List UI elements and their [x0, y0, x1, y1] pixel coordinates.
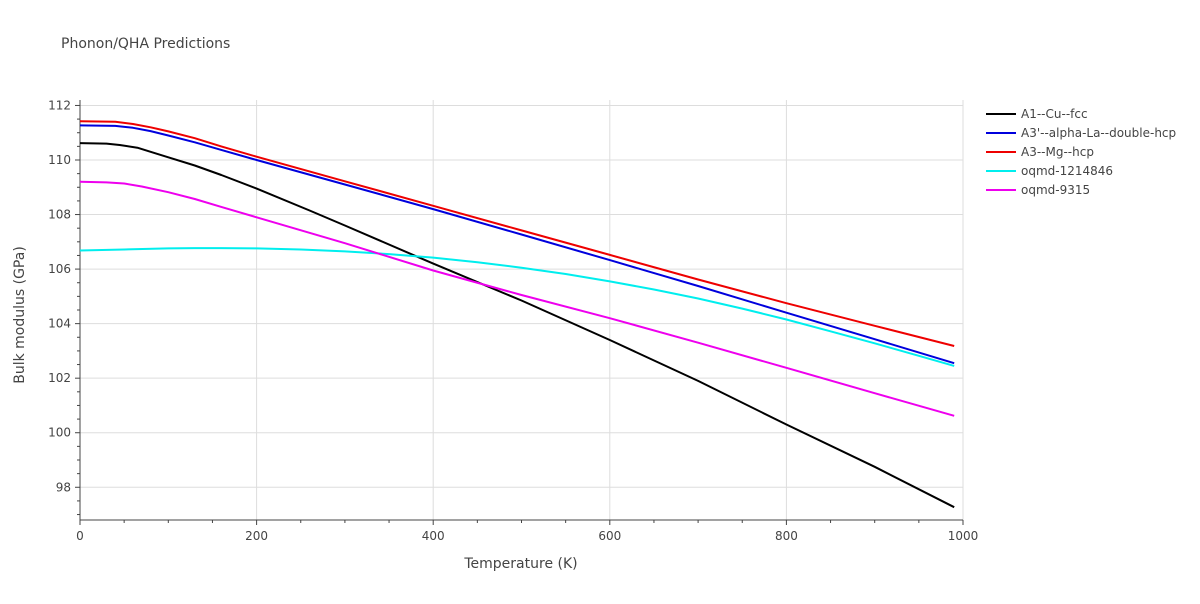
series-line[interactable] [79, 180, 955, 417]
series-line[interactable] [79, 142, 955, 509]
legend-label: A3'--alpha-La--double-hcp [1021, 126, 1176, 140]
y-tick-label: 104 [48, 317, 71, 331]
y-tick-label: 108 [48, 208, 71, 222]
x-axis-label: Temperature (K) [463, 556, 577, 572]
legend-label: oqmd-9315 [1021, 183, 1090, 197]
y-tick-label: 100 [48, 426, 71, 440]
series-layer [79, 120, 955, 509]
legend-item[interactable]: A1--Cu--fcc [986, 107, 1088, 121]
legend-item[interactable]: A3'--alpha-La--double-hcp [986, 126, 1176, 140]
x-tick-label: 0 [76, 529, 84, 543]
y-tick-label: 102 [48, 371, 71, 385]
grid-layer [80, 100, 964, 520]
series-line[interactable] [79, 124, 955, 365]
series-line[interactable] [79, 247, 955, 367]
y-tick-label: 110 [48, 153, 71, 167]
x-tick-label: 200 [245, 529, 268, 543]
x-tick-label: 400 [422, 529, 445, 543]
x-tick-label: 800 [775, 529, 798, 543]
x-tick-label: 1000 [948, 529, 979, 543]
legend-item[interactable]: oqmd-1214846 [986, 164, 1113, 178]
axes-layer: 0 200 400 600 800 1000 98 100 102 104 106 108 110 112 [48, 98, 978, 543]
series-line[interactable] [79, 120, 955, 347]
legend-label: A3--Mg--hcp [1021, 145, 1094, 159]
legend-item[interactable]: A3--Mg--hcp [986, 145, 1094, 159]
chart-title: Phonon/QHA Predictions [61, 36, 231, 52]
y-tick-label: 98 [56, 480, 71, 494]
y-tick-label: 106 [48, 262, 71, 276]
legend-item[interactable]: oqmd-9315 [986, 183, 1090, 197]
y-tick-label: 112 [48, 98, 71, 112]
legend[interactable]: A1--Cu--fcc A3'--alpha-La--double-hcp A3--… [986, 107, 1176, 197]
legend-label: oqmd-1214846 [1021, 164, 1113, 178]
x-tick-label: 600 [598, 529, 621, 543]
y-axis-label: Bulk modulus (GPa) [12, 246, 28, 384]
legend-label: A1--Cu--fcc [1021, 107, 1088, 121]
